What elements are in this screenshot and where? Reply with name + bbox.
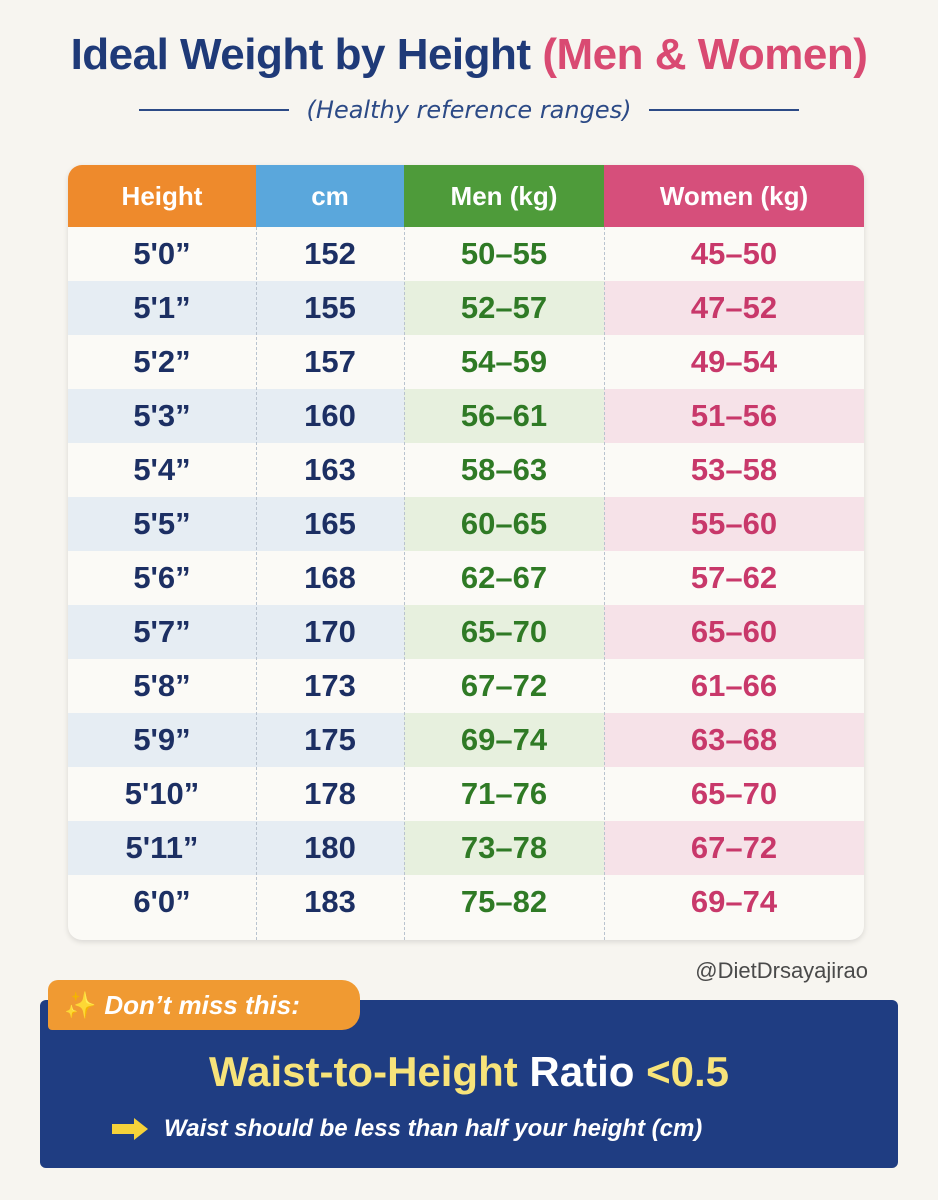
cell-men-kg: 56–61	[404, 389, 604, 443]
cell-men-kg: 65–70	[404, 605, 604, 659]
subtitle-divider-left	[138, 109, 289, 111]
title-main: Ideal Weight by Height	[70, 30, 532, 79]
column-divider	[604, 227, 605, 940]
cell-height: 5'8”	[133, 668, 191, 703]
cell-women-kg: 67–72	[604, 821, 864, 875]
cell-cm: 157	[304, 344, 356, 379]
table-row: 5'3” 160 56–61 51–56	[68, 389, 864, 443]
cell-women-kg: 53–58	[690, 452, 778, 487]
cell-cm: 180	[304, 830, 356, 865]
cell-height: 5'9”	[133, 722, 191, 757]
cell-height: 5'0”	[133, 236, 191, 271]
header-cm: cm	[256, 165, 404, 227]
cell-men-kg: 50–55	[460, 236, 548, 271]
watermark: @DietDrsayajirao	[695, 958, 868, 983]
cell-height: 6'0”	[133, 884, 191, 919]
cell-women-kg: 57–62	[690, 560, 778, 595]
table-row: 5'0” 152 50–55 45–50	[68, 227, 864, 281]
subtitle-row: (Healthy reference ranges)	[0, 96, 938, 124]
ratio-highlight: Waist-to-Height	[209, 1048, 518, 1095]
cell-cm: 152	[304, 236, 356, 271]
subtitle-divider-right	[649, 109, 800, 111]
header-women-kg: Women (kg)	[604, 165, 864, 227]
cell-men-kg: 62–67	[460, 560, 548, 595]
cell-men-kg: 54–59	[460, 344, 548, 379]
table-row: 6'0” 183 75–82 69–74	[68, 875, 864, 929]
table-row: 5'9” 175 69–74 63–68	[68, 713, 864, 767]
cell-men-kg: 67–72	[460, 668, 548, 703]
cell-women-kg: 49–54	[690, 344, 778, 379]
cell-height: 5'2”	[133, 344, 191, 379]
cell-height: 5'10”	[124, 776, 200, 811]
table-header: Height cm Men (kg) Women (kg)	[68, 165, 864, 227]
column-divider	[404, 227, 405, 940]
cell-men-kg: 52–57	[404, 281, 604, 335]
header-men-kg: Men (kg)	[404, 165, 604, 227]
table-row: 5'5” 165 60–65 55–60	[68, 497, 864, 551]
cell-height: 5'11”	[125, 830, 199, 865]
cell-men-kg: 60–65	[404, 497, 604, 551]
header-height: Height	[68, 165, 256, 227]
cell-cm: 160	[304, 398, 356, 433]
table-row: 5'4” 163 58–63 53–58	[68, 443, 864, 497]
cell-height: 5'5”	[133, 506, 191, 541]
table-row: 5'7” 170 65–70 65–60	[68, 605, 864, 659]
cell-women-kg: 47–52	[604, 281, 864, 335]
cell-women-kg: 69–74	[690, 884, 778, 919]
page-title: Ideal Weight by Height (Men & Women)	[0, 30, 938, 80]
ratio-statement: Waist-to-Height Ratio <0.5	[40, 1048, 898, 1096]
callout-tag: ✨ Don’t miss this:	[48, 980, 360, 1030]
arrow-right-icon	[112, 1118, 148, 1140]
cell-women-kg: 55–60	[604, 497, 864, 551]
callout-note: Waist should be less than half your heig…	[110, 1115, 702, 1143]
table-row: 5'11” 180 73–78 67–72	[68, 821, 864, 875]
cell-height: 5'7”	[133, 614, 191, 649]
cell-cm: 183	[304, 884, 356, 919]
table-row: 5'8” 173 67–72 61–66	[68, 659, 864, 713]
table-row: 5'2” 157 54–59 49–54	[68, 335, 864, 389]
weight-table: Height cm Men (kg) Women (kg) 5'0” 152 50–…	[68, 165, 864, 940]
cell-cm: 178	[304, 776, 356, 811]
cell-women-kg: 45–50	[690, 236, 778, 271]
ratio-word: Ratio	[529, 1048, 635, 1095]
table-row: 5'10” 178 71–76 65–70	[68, 767, 864, 821]
title-accent: (Men & Women)	[542, 30, 868, 79]
column-divider	[256, 227, 257, 940]
cell-cm: 163	[304, 452, 356, 487]
cell-cm: 155	[304, 290, 356, 325]
cell-cm: 165	[304, 506, 356, 541]
callout-tag-text: Don’t miss this:	[104, 989, 300, 1020]
subtitle: (Healthy reference ranges)	[306, 96, 632, 124]
cell-cm: 168	[304, 560, 356, 595]
cell-women-kg: 51–56	[604, 389, 864, 443]
cell-height: 5'1”	[133, 290, 191, 325]
cell-men-kg: 58–63	[460, 452, 548, 487]
sparkle-icon: ✨	[64, 989, 97, 1020]
cell-women-kg: 65–60	[604, 605, 864, 659]
cell-men-kg: 75–82	[460, 884, 548, 919]
cell-men-kg: 71–76	[460, 776, 548, 811]
cell-men-kg: 73–78	[404, 821, 604, 875]
callout-note-text: Waist should be less than half your heig…	[164, 1115, 703, 1142]
cell-men-kg: 69–74	[404, 713, 604, 767]
ratio-value: <0.5	[646, 1048, 729, 1095]
table-row: 5'1” 155 52–57 47–52	[68, 281, 864, 335]
cell-cm: 170	[304, 614, 356, 649]
cell-women-kg: 65–70	[690, 776, 778, 811]
cell-women-kg: 63–68	[604, 713, 864, 767]
cell-cm: 173	[304, 668, 356, 703]
cell-cm: 175	[304, 722, 356, 757]
cell-women-kg: 61–66	[690, 668, 778, 703]
cell-height: 5'6”	[133, 560, 191, 595]
table-row: 5'6” 168 62–67 57–62	[68, 551, 864, 605]
cell-height: 5'4”	[133, 452, 191, 487]
cell-height: 5'3”	[133, 398, 191, 433]
